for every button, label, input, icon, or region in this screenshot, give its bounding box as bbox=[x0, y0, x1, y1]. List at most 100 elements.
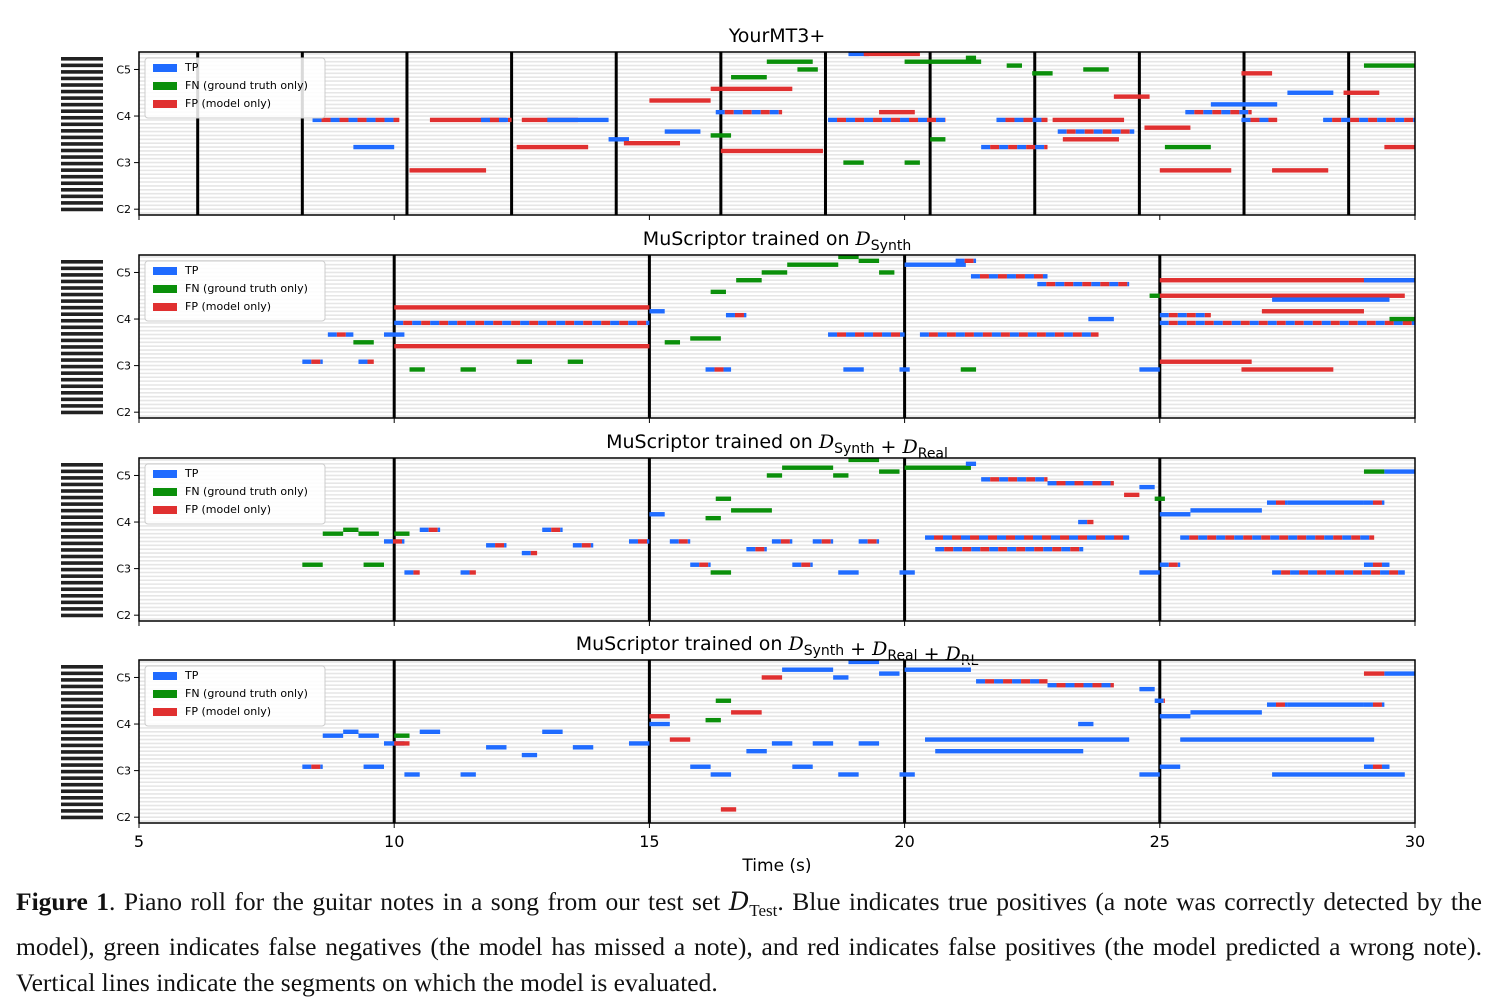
note-mixed bbox=[900, 332, 905, 337]
keyboard-key bbox=[61, 292, 103, 297]
note-mixed bbox=[475, 320, 485, 326]
note-mixed bbox=[1395, 117, 1405, 123]
note-tp bbox=[1139, 772, 1160, 777]
note-mixed bbox=[1180, 535, 1190, 540]
keyboard-key bbox=[61, 273, 103, 277]
note-mixed bbox=[1018, 332, 1028, 337]
note-mixed bbox=[1239, 109, 1249, 115]
note-mixed bbox=[1207, 535, 1217, 540]
note-mixed bbox=[330, 117, 340, 123]
note-mixed bbox=[1026, 144, 1036, 150]
keyboard-key bbox=[61, 57, 103, 61]
note-mixed bbox=[1351, 535, 1361, 540]
keyboard-key bbox=[61, 358, 103, 362]
caption-test-subscript: Test bbox=[749, 901, 778, 921]
note-mixed bbox=[1056, 683, 1066, 688]
note-mixed bbox=[1159, 312, 1169, 318]
note-fp bbox=[394, 741, 410, 746]
note-tp bbox=[353, 144, 395, 150]
note-fp bbox=[1343, 90, 1380, 95]
note-mixed bbox=[846, 332, 856, 337]
legend-box bbox=[144, 260, 326, 322]
keyboard-key bbox=[61, 502, 103, 506]
note-mixed bbox=[855, 332, 865, 337]
note-mixed bbox=[1072, 332, 1082, 337]
note-mixed bbox=[1275, 500, 1285, 505]
note-tp bbox=[965, 461, 977, 467]
note-mixed bbox=[1168, 312, 1178, 318]
note-mixed bbox=[1315, 535, 1325, 540]
note-mixed bbox=[574, 320, 584, 326]
note-mixed bbox=[1398, 570, 1405, 575]
note-mixed bbox=[1092, 683, 1102, 688]
note-mixed bbox=[1363, 500, 1373, 505]
legend-label-tp: TP bbox=[184, 467, 199, 480]
note-mixed bbox=[979, 535, 989, 540]
note-mixed bbox=[755, 547, 765, 552]
note-mixed bbox=[1380, 570, 1390, 575]
legend-swatch-fp bbox=[153, 506, 177, 514]
note-mixed bbox=[1249, 320, 1259, 326]
note-fp bbox=[720, 807, 737, 812]
note-mixed bbox=[1386, 117, 1396, 123]
note-tp bbox=[848, 659, 880, 665]
note-fn bbox=[664, 340, 681, 345]
note-mixed bbox=[760, 109, 770, 115]
note-mixed bbox=[1082, 281, 1092, 287]
note-mixed bbox=[1240, 320, 1250, 326]
note-mixed bbox=[1100, 281, 1110, 287]
keyboard-key bbox=[61, 299, 103, 303]
note-mixed bbox=[919, 332, 929, 337]
note-mixed bbox=[1198, 535, 1208, 540]
note-mixed bbox=[1231, 320, 1241, 326]
note-mixed bbox=[1284, 500, 1288, 505]
keyboard-key bbox=[61, 181, 103, 186]
note-mixed bbox=[1250, 117, 1260, 123]
note-mixed bbox=[1120, 129, 1130, 134]
note-mixed bbox=[1101, 683, 1111, 688]
note-mixed bbox=[520, 320, 530, 326]
note-mixed bbox=[1270, 535, 1280, 540]
keyboard-key bbox=[61, 789, 103, 794]
note-mixed bbox=[1372, 500, 1382, 505]
note-fp bbox=[669, 737, 691, 742]
legend-label-fp: FP (model only) bbox=[185, 300, 271, 313]
note-mixed bbox=[1381, 702, 1385, 707]
note-mixed bbox=[1042, 274, 1048, 279]
keyboard-key bbox=[61, 554, 103, 559]
note-mixed bbox=[1127, 281, 1130, 287]
note-tp bbox=[1078, 721, 1094, 727]
note-mixed bbox=[1008, 477, 1018, 482]
note-mixed bbox=[1359, 117, 1369, 123]
note-mixed bbox=[1353, 570, 1363, 575]
note-mixed bbox=[646, 539, 650, 544]
note-mixed bbox=[1189, 535, 1199, 540]
note-mixed bbox=[1163, 698, 1165, 703]
legend-swatch-tp bbox=[153, 267, 177, 275]
note-mixed bbox=[560, 527, 563, 532]
note-mixed bbox=[339, 117, 349, 123]
note-mixed bbox=[1069, 535, 1079, 540]
note-tp bbox=[904, 262, 966, 267]
note-mixed bbox=[1017, 144, 1027, 150]
keyboard-key bbox=[61, 710, 103, 715]
note-tp bbox=[1159, 764, 1181, 769]
note-mixed bbox=[953, 547, 963, 552]
keyboard-key bbox=[61, 305, 103, 310]
note-mixed bbox=[1109, 281, 1119, 287]
note-mixed bbox=[961, 535, 971, 540]
note-mixed bbox=[592, 320, 602, 326]
keyboard-key bbox=[61, 397, 103, 402]
note-mixed bbox=[687, 539, 691, 544]
note-mixed bbox=[837, 117, 847, 123]
keyboard-key bbox=[61, 89, 103, 94]
note-mixed bbox=[1225, 535, 1235, 540]
note-mixed bbox=[1299, 570, 1309, 575]
note-tp bbox=[1363, 278, 1415, 283]
keyboard-key bbox=[61, 345, 103, 349]
note-tp bbox=[1287, 702, 1364, 707]
note-mixed bbox=[1267, 320, 1277, 326]
note-mixed bbox=[1212, 109, 1222, 115]
note-mixed bbox=[909, 117, 919, 123]
note-mixed bbox=[997, 274, 1007, 279]
